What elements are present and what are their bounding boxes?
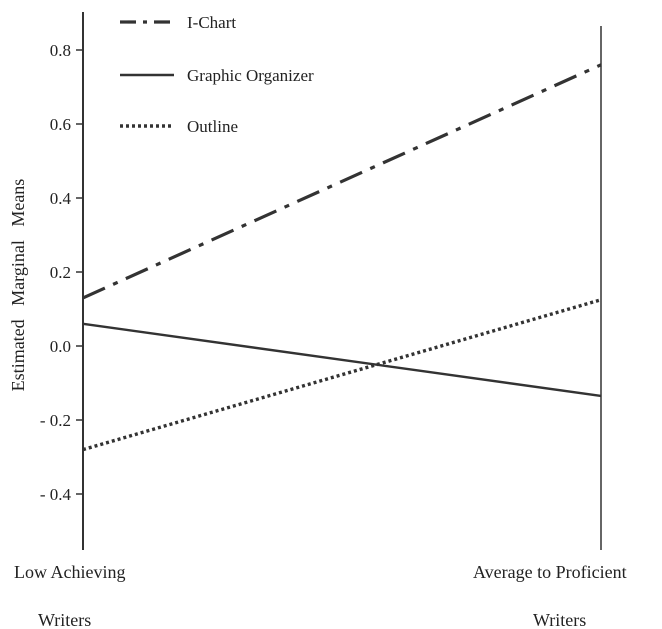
legend: I-Chart Graphic Organizer Outline: [120, 13, 314, 136]
series-line-i-chart: [82, 63, 602, 300]
y-axis-title: Estimated Marginal Means: [8, 179, 28, 392]
y-tick-label: 0.4: [50, 189, 72, 208]
y-tick-label: - 0.4: [40, 485, 72, 504]
y-tick-label: 0.6: [50, 115, 71, 134]
legend-label: Graphic Organizer: [187, 66, 314, 85]
legend-label: Outline: [187, 117, 238, 136]
y-ticks: 0.8 0.6 0.4 0.2 0.0 - 0.2 - 0.4: [40, 41, 83, 504]
legend-label: I-Chart: [187, 13, 236, 32]
series-line-graphic-organizer: [82, 322, 602, 398]
category-label-2-line1: Average to Proficient: [473, 562, 627, 582]
category-label-1-line2: Writers: [38, 610, 91, 629]
y-tick-label: - 0.2: [40, 411, 71, 430]
category-label-2-line2: Writers: [533, 610, 586, 629]
series-line-outline: [82, 298, 602, 452]
y-tick-label: 0.8: [50, 41, 71, 60]
y-tick-label: 0.0: [50, 337, 71, 356]
category-label-1-line1: Low Achieving: [14, 562, 125, 582]
y-tick-label: 0.2: [50, 263, 71, 282]
series-lines: [82, 63, 602, 452]
